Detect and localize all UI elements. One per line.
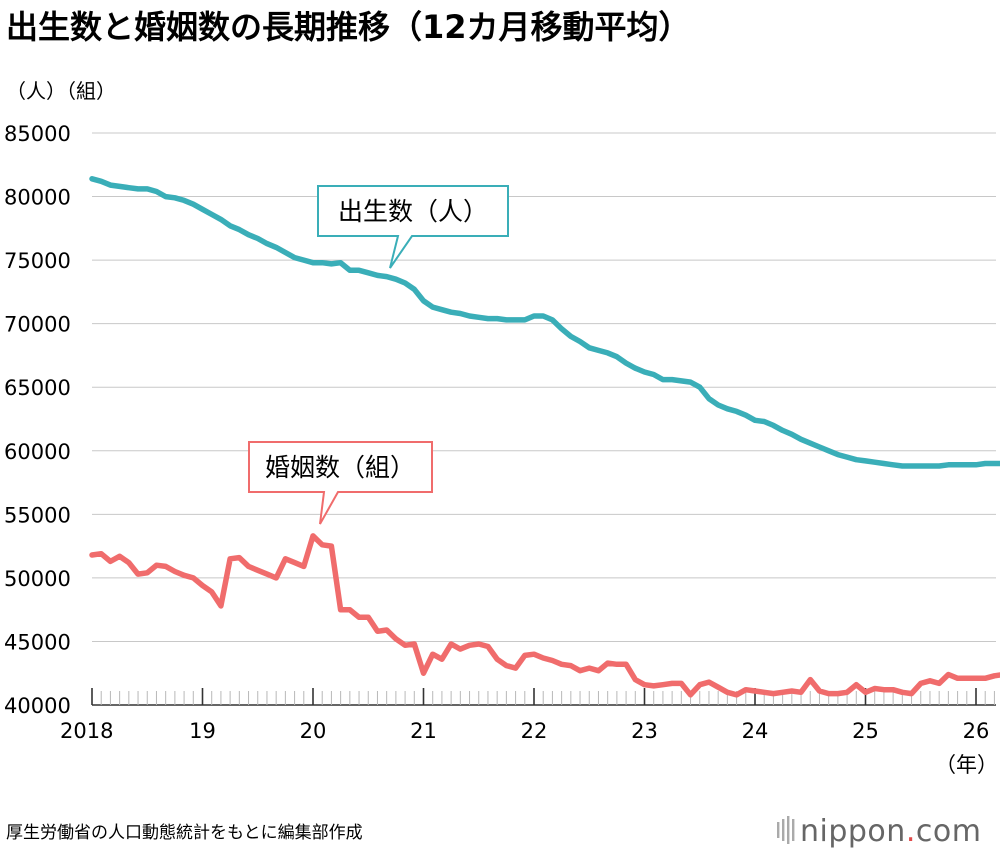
callout-births-label: 出生数（人） bbox=[338, 197, 488, 226]
x-tick-label: 24 bbox=[742, 719, 769, 743]
y-axis-ticks: 85000 80000 75000 70000 65000 60000 55000 50000… bbox=[4, 122, 71, 718]
minor-ticks bbox=[91, 688, 995, 705]
callout-births-box bbox=[317, 185, 509, 269]
logo-com: com bbox=[916, 814, 982, 849]
y-tick-label: 85000 bbox=[4, 122, 71, 146]
y-tick-label: 40000 bbox=[4, 694, 71, 718]
x-tick-label: 19 bbox=[189, 719, 216, 743]
y-tick-label: 80000 bbox=[4, 186, 71, 210]
callout-marriages-box bbox=[248, 441, 433, 525]
y-tick-label: 60000 bbox=[4, 440, 71, 464]
callout-marriages: 婚姻数（組） bbox=[248, 441, 433, 525]
series-line-births bbox=[89, 176, 1000, 469]
source-note: 厚生労働省の人口動態統計をもとに編集部作成 bbox=[6, 823, 363, 843]
x-axis-ticks: 2018 19 20 21 22 23 24 25 26 bbox=[60, 719, 989, 743]
x-unit-label: （年） bbox=[935, 753, 998, 777]
logo-dot: . bbox=[906, 814, 916, 849]
y-tick-label: 65000 bbox=[4, 376, 71, 400]
x-tick-label: 22 bbox=[521, 719, 548, 743]
x-tick-label: 20 bbox=[300, 719, 327, 743]
logo-main: nippon bbox=[800, 814, 906, 849]
chart-title: 出生数と婚姻数の長期推移（12カ月移動平均） bbox=[6, 8, 691, 46]
grid bbox=[92, 132, 996, 706]
y-tick-label: 70000 bbox=[4, 313, 71, 337]
callout-births: 出生数（人） bbox=[317, 185, 509, 269]
y-unit-label: （人）（組） bbox=[6, 79, 116, 103]
callout-marriages-label: 婚姻数（組） bbox=[265, 453, 415, 482]
x-tick-label: 2018 bbox=[60, 719, 113, 743]
svg-text:nippon.com: nippon.com bbox=[800, 814, 981, 849]
y-tick-label: 55000 bbox=[4, 503, 71, 527]
x-tick-label: 25 bbox=[852, 719, 879, 743]
y-tick-label: 50000 bbox=[4, 567, 71, 591]
y-tick-label: 75000 bbox=[4, 249, 71, 273]
series-lines bbox=[89, 176, 1000, 698]
x-tick-label: 21 bbox=[410, 719, 437, 743]
x-tick-label: 26 bbox=[963, 719, 990, 743]
series-line-marriages bbox=[89, 533, 1000, 698]
y-tick-label: 45000 bbox=[4, 630, 71, 654]
x-tick-label: 23 bbox=[631, 719, 658, 743]
logo-bars-icon bbox=[777, 816, 795, 844]
nippon-logo: nippon.com bbox=[777, 814, 981, 849]
